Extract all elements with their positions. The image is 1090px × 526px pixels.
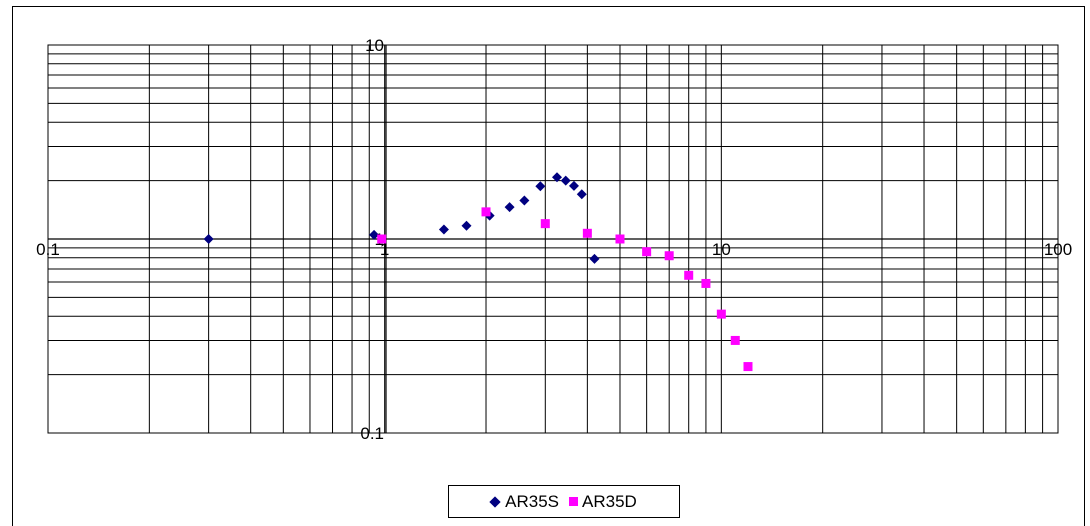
x-tick-label: 0.1: [36, 240, 60, 259]
scatter-plot: 0.11101001010.1: [36, 36, 1072, 443]
ar35d-point: [664, 251, 674, 261]
legend-label-ar35s: AR35S: [505, 491, 560, 511]
ar35d-point: [716, 309, 726, 319]
ar35s-point: [438, 224, 449, 235]
ar35s-point: [560, 175, 571, 186]
chart-area: 0.11101001010.1 AR35S AR35D: [12, 6, 1085, 526]
legend-entry-ar35d: AR35D: [569, 492, 637, 512]
ar35d-point: [642, 247, 652, 257]
x-tick-label: 100: [1044, 240, 1072, 259]
ar35s-point: [568, 180, 579, 191]
x-tick-label: 10: [712, 240, 731, 259]
ar35s-point: [535, 181, 546, 192]
ar35s-point: [589, 253, 600, 264]
ar35s-point: [552, 172, 563, 183]
ar35s-point: [461, 220, 472, 231]
ar35s-point: [519, 195, 530, 206]
diamond-marker-icon: [489, 495, 501, 508]
y-tick-label: 0.1: [360, 424, 384, 443]
square-marker-icon: [569, 497, 579, 506]
ar35d-point: [730, 335, 740, 345]
ar35d-point: [615, 234, 625, 244]
ar35d-point: [743, 362, 753, 372]
data-points: [203, 172, 753, 372]
ar35s-point: [504, 202, 515, 213]
ar35d-point: [684, 270, 694, 280]
ar35d-point: [377, 234, 387, 244]
ar35s-point: [203, 234, 214, 244]
ar35s-point: [369, 229, 380, 240]
x-tick-label: 1: [380, 240, 389, 259]
legend-label-ar35d: AR35D: [582, 491, 637, 511]
y-tick-label: 10: [365, 36, 384, 55]
ar35d-point: [540, 219, 550, 229]
ar35d-point: [481, 207, 491, 217]
ar35d-point: [582, 228, 592, 238]
ar35s-point: [576, 189, 587, 200]
legend: AR35S AR35D: [448, 485, 680, 518]
ar35d-point: [701, 278, 711, 288]
legend-entry-ar35s: AR35S: [489, 491, 560, 512]
